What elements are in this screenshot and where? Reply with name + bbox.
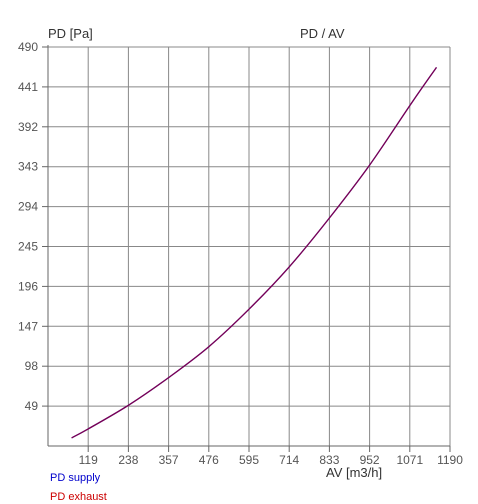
y-tick-label: 294 — [18, 200, 38, 214]
y-axis-label: PD [Pa] — [48, 26, 93, 41]
y-tick-label: 147 — [18, 319, 38, 333]
chart-title: PD / AV — [300, 26, 345, 41]
y-tick-label: 98 — [25, 359, 39, 373]
y-tick-label: 490 — [18, 40, 38, 54]
x-tick-label: 357 — [159, 453, 179, 467]
x-tick-label: 1190 — [437, 453, 463, 467]
series-lines — [71, 67, 438, 439]
x-tick-label: 119 — [79, 453, 98, 467]
x-tick-label: 714 — [279, 453, 299, 467]
axes — [42, 45, 451, 452]
x-tick-label: 1071 — [396, 453, 423, 467]
y-tick-label: 392 — [18, 120, 38, 134]
y-tick-label: 441 — [18, 80, 38, 94]
y-tick-label: 49 — [25, 399, 39, 413]
y-tick-label: 245 — [18, 240, 38, 254]
x-axis-label: AV [m3/h] — [326, 465, 382, 480]
series-line-pd-supply — [71, 67, 438, 439]
x-tick-labels: 119 238 357 476 595 714 833 952 1071 1190 — [79, 453, 464, 467]
series-line-pd-exhaust — [71, 67, 438, 439]
x-tick-label: 952 — [360, 453, 380, 467]
y-tick-labels: 49 98 147 196 245 294 343 392 441 490 — [18, 40, 38, 413]
x-tick-label: 833 — [319, 453, 339, 467]
legend-pd-exhaust: PD exhaust — [50, 491, 107, 503]
grid-lines — [48, 46, 451, 446]
x-tick-label: 476 — [199, 453, 219, 467]
x-tick-label: 238 — [118, 453, 138, 467]
y-tick-label: 196 — [18, 279, 38, 293]
x-tick-label: 595 — [239, 453, 259, 467]
y-tick-label: 343 — [18, 160, 38, 174]
legend-pd-supply: PD supply — [50, 472, 101, 484]
